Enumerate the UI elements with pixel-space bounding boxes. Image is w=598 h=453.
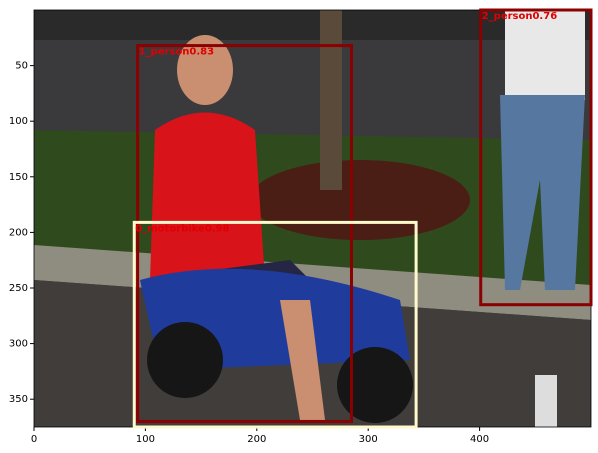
photo (34, 10, 591, 427)
y-tick-label: 250 (9, 283, 28, 294)
detection-label: 1_person0.83 (139, 47, 214, 58)
y-tick-label: 300 (9, 339, 28, 350)
x-tick-label: 300 (359, 434, 378, 445)
head (177, 35, 233, 105)
y-tick-label: 150 (9, 172, 28, 183)
detection-label: 0_motorbike0.98 (135, 223, 229, 234)
detection-box (132, 220, 418, 429)
x-tick-label: 400 (470, 434, 489, 445)
x-tick-label: 100 (136, 434, 155, 445)
shirt-white (505, 10, 585, 100)
detection-box (479, 8, 593, 307)
mulch (250, 160, 470, 240)
y-tick-label: 100 (9, 116, 28, 127)
jeans (500, 95, 585, 290)
x-tick-label: 200 (247, 434, 266, 445)
detection-box (136, 44, 353, 423)
road-far (34, 10, 591, 40)
shirt (150, 112, 265, 280)
leg (280, 300, 325, 420)
wheel (337, 347, 413, 423)
y-tick-label: 50 (15, 61, 28, 72)
parking-line (535, 375, 557, 427)
tree-trunk (320, 10, 342, 190)
y-tick-label: 200 (9, 227, 28, 238)
detection-label: 2_person0.76 (482, 11, 557, 22)
wheel (147, 322, 223, 398)
x-tick-label: 0 (31, 434, 37, 445)
y-tick-label: 350 (9, 394, 28, 405)
